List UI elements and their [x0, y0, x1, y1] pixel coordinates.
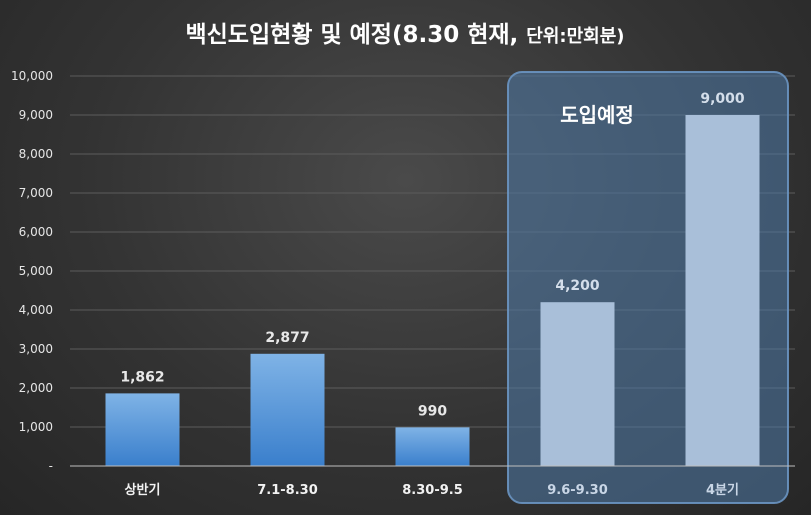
- y-tick-label: 7,000: [19, 186, 53, 200]
- x-axis-ticks: 상반기 7.1-8.30 8.30-9.5 9.6-9.30 4분기: [125, 482, 739, 498]
- chart-title: 백신도입현황 및 예정(8.30 현재, 단위:만회분): [185, 22, 624, 48]
- bar-1: [105, 393, 180, 466]
- x-tick-label: 8.30-9.5: [402, 483, 463, 498]
- y-tick-label: 5,000: [19, 264, 53, 278]
- bar-5: [685, 115, 760, 466]
- bar-4: [540, 302, 615, 466]
- x-tick-label: 4분기: [706, 483, 739, 498]
- x-tick-label: 7.1-8.30: [257, 483, 318, 498]
- data-labels: 1,862 2,877 990 4,200 9,000: [120, 91, 745, 419]
- data-label: 4,200: [555, 278, 600, 294]
- y-tick-label: 1,000: [19, 420, 53, 434]
- bar-3: [395, 427, 470, 466]
- y-tick-label: 6,000: [19, 225, 53, 239]
- x-tick-label: 상반기: [125, 482, 161, 498]
- data-label: 9,000: [700, 91, 745, 107]
- y-tick-label: 2,000: [19, 381, 53, 395]
- bar-2: [250, 353, 325, 466]
- data-label: 990: [418, 403, 447, 419]
- chart-title-unit: 단위:만회분): [526, 26, 624, 47]
- y-tick-label: 4,000: [19, 303, 53, 317]
- data-label: 2,877: [265, 330, 309, 346]
- y-tick-label: -: [49, 459, 53, 473]
- bars: [105, 115, 760, 466]
- x-tick-label: 9.6-9.30: [547, 483, 608, 498]
- chart-title-main: 백신도입현황 및 예정(8.30 현재,: [185, 22, 526, 48]
- y-axis-ticks: - 1,000 2,000 3,000 4,000 5,000 6,000 7,000 8,00…: [11, 69, 53, 473]
- data-label: 1,862: [120, 369, 164, 385]
- y-tick-label: 10,000: [11, 69, 53, 83]
- y-tick-label: 9,000: [19, 108, 53, 122]
- y-tick-label: 3,000: [19, 342, 53, 356]
- planned-annotation: 도입예정: [560, 103, 634, 127]
- y-tick-label: 8,000: [19, 147, 53, 161]
